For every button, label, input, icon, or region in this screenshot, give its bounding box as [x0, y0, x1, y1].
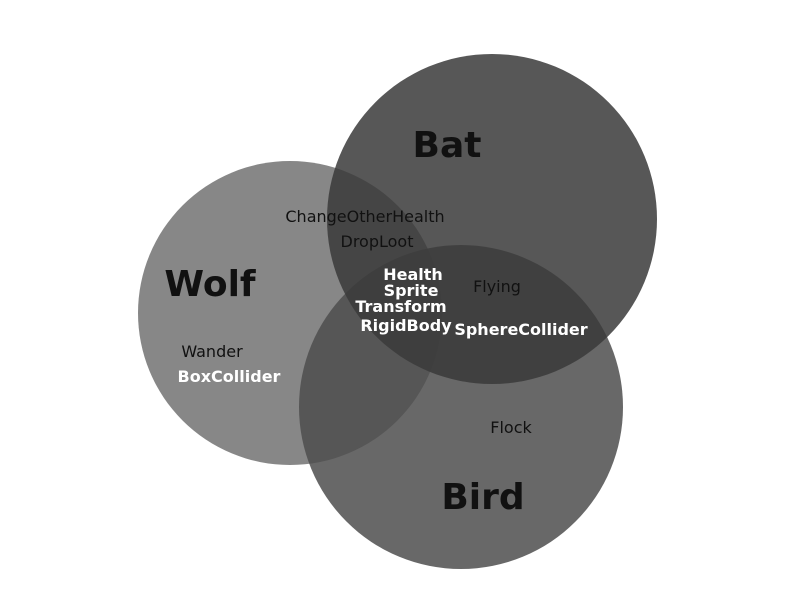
label-boxcollider: BoxCollider — [178, 367, 281, 386]
label-transform: Transform — [355, 297, 446, 316]
label-changeotherhealth: ChangeOtherHealth — [285, 207, 444, 226]
bird-title: Bird — [441, 477, 524, 518]
bat-title: Bat — [413, 125, 482, 166]
label-health: Health — [383, 265, 443, 284]
label-rigidbody: RigidBody — [360, 316, 452, 335]
label-wander: Wander — [181, 342, 243, 361]
label-flock: Flock — [490, 418, 532, 437]
label-flying: Flying — [473, 277, 521, 296]
bat-circle — [327, 54, 657, 384]
label-sprite: Sprite — [384, 281, 439, 300]
label-spherecollider: SphereCollider — [454, 320, 587, 339]
wolf-title: Wolf — [164, 264, 255, 305]
label-droploot: DropLoot — [341, 232, 414, 251]
